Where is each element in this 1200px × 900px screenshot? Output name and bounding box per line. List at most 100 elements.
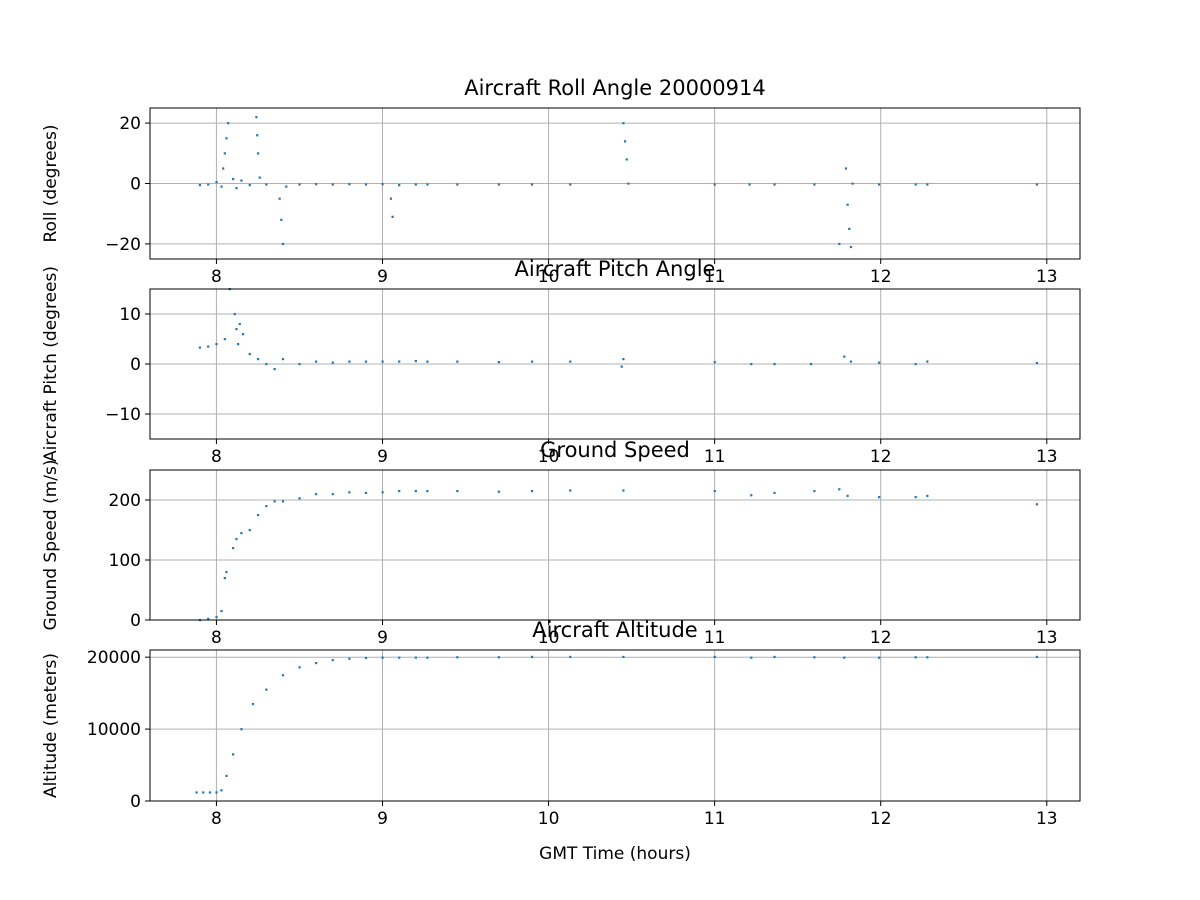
data-point	[414, 360, 417, 363]
data-point	[398, 184, 401, 187]
x-tick-label: 12	[870, 809, 892, 829]
data-point	[620, 365, 623, 368]
data-point	[569, 655, 572, 659]
data-point	[748, 183, 751, 186]
data-point	[813, 656, 816, 659]
data-point	[622, 655, 625, 659]
data-point	[713, 183, 716, 186]
data-point	[926, 183, 929, 186]
series-points	[195, 655, 1039, 794]
data-point	[233, 313, 236, 316]
data-point	[315, 360, 318, 363]
data-point	[381, 183, 384, 186]
y-tick-label: 20	[119, 114, 141, 134]
data-point	[456, 490, 459, 493]
data-point	[281, 242, 285, 246]
data-point	[215, 180, 218, 184]
data-point	[273, 500, 276, 503]
data-point	[265, 505, 268, 508]
data-point	[215, 616, 218, 619]
x-axis-label: GMT Time (hours)	[539, 844, 691, 864]
x-tick-label: 9	[377, 447, 388, 467]
data-point	[225, 774, 228, 778]
subplot-4: 8 9 10 11 12 13 0 10000 20000 Aircraft Altitude Al…	[41, 618, 1081, 864]
data-point	[248, 184, 251, 187]
x-tick-label: 10	[538, 809, 560, 829]
data-point	[331, 361, 334, 364]
data-point	[414, 183, 417, 186]
data-point	[195, 791, 198, 794]
data-point	[208, 791, 211, 794]
data-point	[846, 494, 849, 497]
data-point	[225, 571, 228, 574]
data-point	[623, 140, 627, 143]
data-point	[278, 197, 281, 200]
data-point	[878, 656, 881, 659]
subplot-title: Aircraft Pitch Angle	[515, 257, 716, 281]
subplot-title: Ground Speed	[540, 438, 690, 462]
data-point	[242, 333, 245, 336]
data-point	[773, 491, 776, 494]
data-point	[1035, 362, 1039, 365]
data-point	[530, 490, 534, 493]
data-point	[265, 688, 268, 691]
y-tick-label: 0	[130, 792, 141, 812]
data-point	[298, 363, 301, 366]
x-tick-label: 13	[1036, 447, 1058, 467]
data-point	[280, 218, 283, 221]
data-point	[256, 152, 260, 155]
data-point	[364, 360, 368, 363]
data-point	[281, 500, 285, 503]
x-tick-label: 13	[1036, 809, 1058, 829]
data-point	[364, 491, 368, 494]
data-point	[426, 490, 429, 493]
y-tick-label: 10000	[87, 720, 141, 740]
data-point	[238, 323, 241, 326]
data-point	[240, 179, 243, 182]
data-point	[914, 183, 917, 186]
y-tick-label: 0	[130, 611, 141, 631]
data-point	[235, 328, 238, 331]
data-point	[849, 245, 853, 249]
data-point	[232, 753, 235, 756]
y-tick-label: 0	[130, 355, 141, 375]
data-point	[848, 227, 851, 230]
data-point	[914, 656, 917, 659]
data-point	[497, 361, 500, 364]
data-point	[223, 577, 226, 580]
data-point	[426, 183, 429, 186]
data-point	[315, 661, 318, 665]
x-tick-label: 11	[704, 809, 726, 829]
data-point	[750, 363, 753, 366]
data-point	[849, 360, 853, 363]
x-tick-label: 11	[704, 447, 726, 467]
data-point	[223, 338, 226, 341]
data-point	[315, 183, 318, 186]
data-point	[220, 185, 223, 188]
data-point	[878, 361, 881, 364]
y-axis-label: Altitude (meters)	[41, 653, 61, 798]
data-point	[331, 493, 334, 496]
data-point	[926, 494, 929, 497]
data-point	[348, 360, 351, 363]
data-point	[281, 674, 285, 677]
data-point	[215, 343, 218, 346]
data-point	[227, 122, 230, 125]
data-point	[530, 360, 534, 363]
series-points	[198, 116, 1039, 249]
axes-frame	[149, 469, 1081, 621]
x-tick-label: 11	[704, 628, 726, 648]
data-point	[240, 532, 243, 535]
data-point	[773, 655, 776, 659]
data-point	[265, 183, 268, 186]
data-point	[497, 656, 500, 659]
data-point	[235, 538, 238, 541]
data-point	[843, 656, 846, 659]
y-tick-label: 0	[130, 175, 141, 195]
data-point	[622, 358, 625, 361]
data-point	[391, 215, 394, 218]
data-point	[1035, 655, 1039, 659]
y-tick-label: 10	[119, 305, 141, 325]
data-point	[207, 345, 210, 348]
